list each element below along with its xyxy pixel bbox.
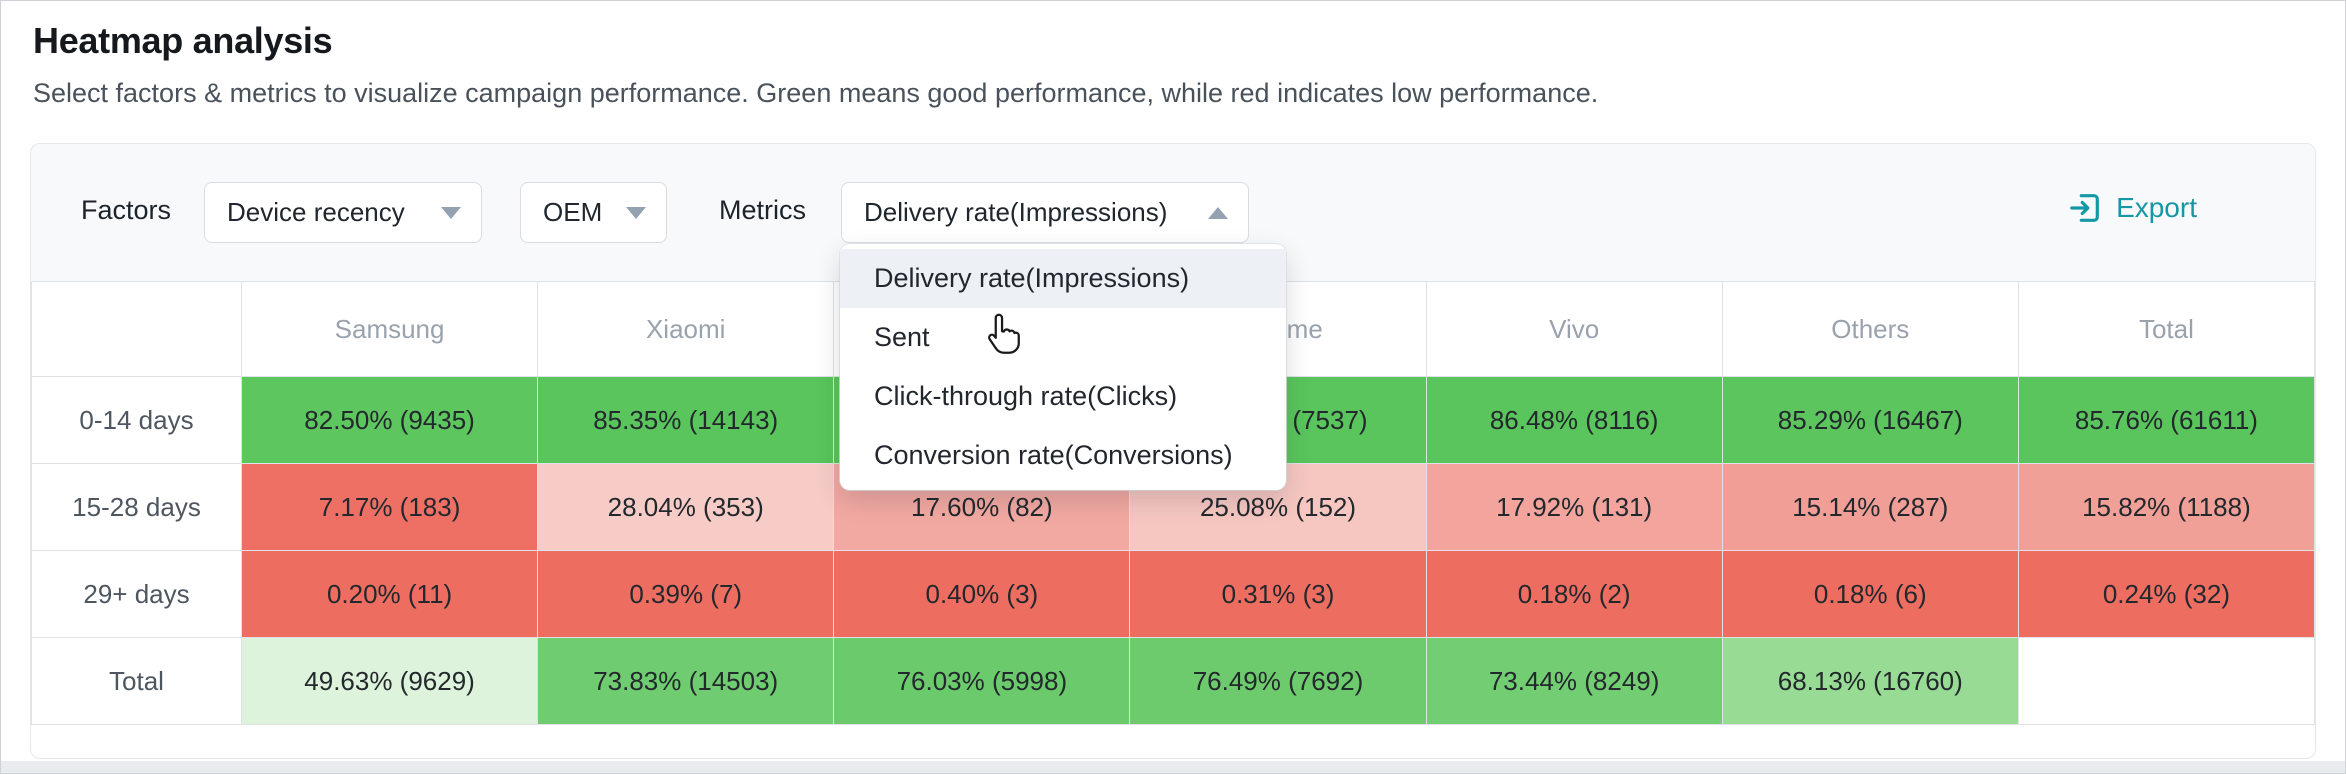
heatmap-cell: 0.24% (32) bbox=[2017, 550, 2316, 638]
heatmap-table: SamsungXiaomiRealmeVivoOthersTotal 0-14 … bbox=[31, 281, 2316, 725]
heatmap-cell: 76.03% (5998) bbox=[833, 637, 1131, 725]
row-header: 15-28 days bbox=[31, 463, 242, 551]
heatmap-cell: 85.29% (16467) bbox=[1721, 376, 2019, 464]
factor-select-oem[interactable]: OEM bbox=[520, 182, 667, 243]
column-header: Xiaomi bbox=[537, 281, 835, 377]
heatmap-table-wrap: SamsungXiaomiRealmeVivoOthersTotal 0-14 … bbox=[31, 281, 2316, 725]
heatmap-row: Total 49.63% (9629) 73.83% (14503) 76.03% (… bbox=[31, 637, 2316, 725]
metric-option[interactable]: Sent bbox=[874, 322, 930, 352]
corner-cell bbox=[31, 281, 242, 377]
caret-down-icon bbox=[441, 206, 461, 219]
heatmap-cell: 73.83% (14503) bbox=[537, 637, 835, 725]
heatmap-cell: 0.31% (3) bbox=[1129, 550, 1427, 638]
metric-option[interactable]: Delivery rate(Impressions) bbox=[840, 249, 1286, 308]
heatmap-card: Factors Device recency OEM Metrics Deliv… bbox=[30, 143, 2316, 759]
heatmap-row: 15-28 days 7.17% (183) 28.04% (353) 17.60% … bbox=[31, 463, 2316, 551]
heatmap-cell: 0.18% (6) bbox=[1721, 550, 2019, 638]
bottom-strip bbox=[1, 761, 2345, 773]
factor-select-device-recency[interactable]: Device recency bbox=[204, 182, 482, 243]
factor-select-device-recency-value: Device recency bbox=[227, 197, 405, 227]
column-header: Samsung bbox=[240, 281, 539, 377]
export-button-label: Export bbox=[2116, 192, 2197, 223]
heatmap-cell: 17.92% (131) bbox=[1425, 463, 1723, 551]
row-header: Total bbox=[31, 637, 242, 725]
metric-dropdown-menu: Delivery rate(Impressions) Sent Click-thro… bbox=[840, 244, 1286, 490]
metric-select-value: Delivery rate(Impressions) bbox=[864, 197, 1168, 227]
row-header: 29+ days bbox=[31, 550, 242, 638]
metric-option[interactable]: Conversion rate(Conversions) bbox=[874, 440, 1233, 470]
page-subtitle: Select factors & metrics to visualize ca… bbox=[33, 78, 1599, 108]
heatmap-cell: 68.13% (16760) bbox=[1721, 637, 2019, 725]
heatmap-cell: 73.44% (8249) bbox=[1425, 637, 1723, 725]
heatmap-cell: 82.50% (9435) bbox=[240, 376, 539, 464]
factor-select-oem-value: OEM bbox=[543, 197, 603, 227]
heatmap-cell: 85.35% (14143) bbox=[537, 376, 835, 464]
factors-label: Factors bbox=[81, 195, 172, 225]
heatmap-cell: 15.82% (1188) bbox=[2017, 463, 2316, 551]
heatmap-cell: 0.20% (11) bbox=[240, 550, 539, 638]
heatmap-cell: 7.17% (183) bbox=[240, 463, 539, 551]
column-header: Vivo bbox=[1425, 281, 1723, 377]
heatmap-cell: 0.40% (3) bbox=[833, 550, 1131, 638]
export-button[interactable]: Export bbox=[2067, 190, 2197, 226]
heatmap-cell: 15.14% (287) bbox=[1721, 463, 2019, 551]
heatmap-cell: 86.48% (8116) bbox=[1425, 376, 1723, 464]
caret-down-icon bbox=[626, 206, 646, 219]
metric-option[interactable]: Click-through rate(Clicks) bbox=[874, 381, 1178, 411]
metric-select[interactable]: Delivery rate(Impressions) bbox=[841, 182, 1249, 243]
caret-up-icon bbox=[1208, 206, 1228, 219]
page-title: Heatmap analysis bbox=[33, 20, 333, 61]
heatmap-cell: 28.04% (353) bbox=[537, 463, 835, 551]
heatmap-cell: 85.76% (61611) bbox=[2017, 376, 2316, 464]
heatmap-cell: 76.49% (7692) bbox=[1129, 637, 1427, 725]
heatmap-row: 29+ days 0.20% (11) 0.39% (7) 0.40% (3) 0.31… bbox=[31, 550, 2316, 638]
heatmap-cell bbox=[2017, 637, 2316, 725]
column-header: Others bbox=[1721, 281, 2019, 377]
row-header: 0-14 days bbox=[31, 376, 242, 464]
heatmap-cell: 0.18% (2) bbox=[1425, 550, 1723, 638]
heatmap-cell: 0.39% (7) bbox=[537, 550, 835, 638]
heatmap-cell: 49.63% (9629) bbox=[240, 637, 539, 725]
column-header: Total bbox=[2017, 281, 2316, 377]
export-icon bbox=[2067, 190, 2103, 226]
metrics-label: Metrics bbox=[719, 195, 806, 225]
